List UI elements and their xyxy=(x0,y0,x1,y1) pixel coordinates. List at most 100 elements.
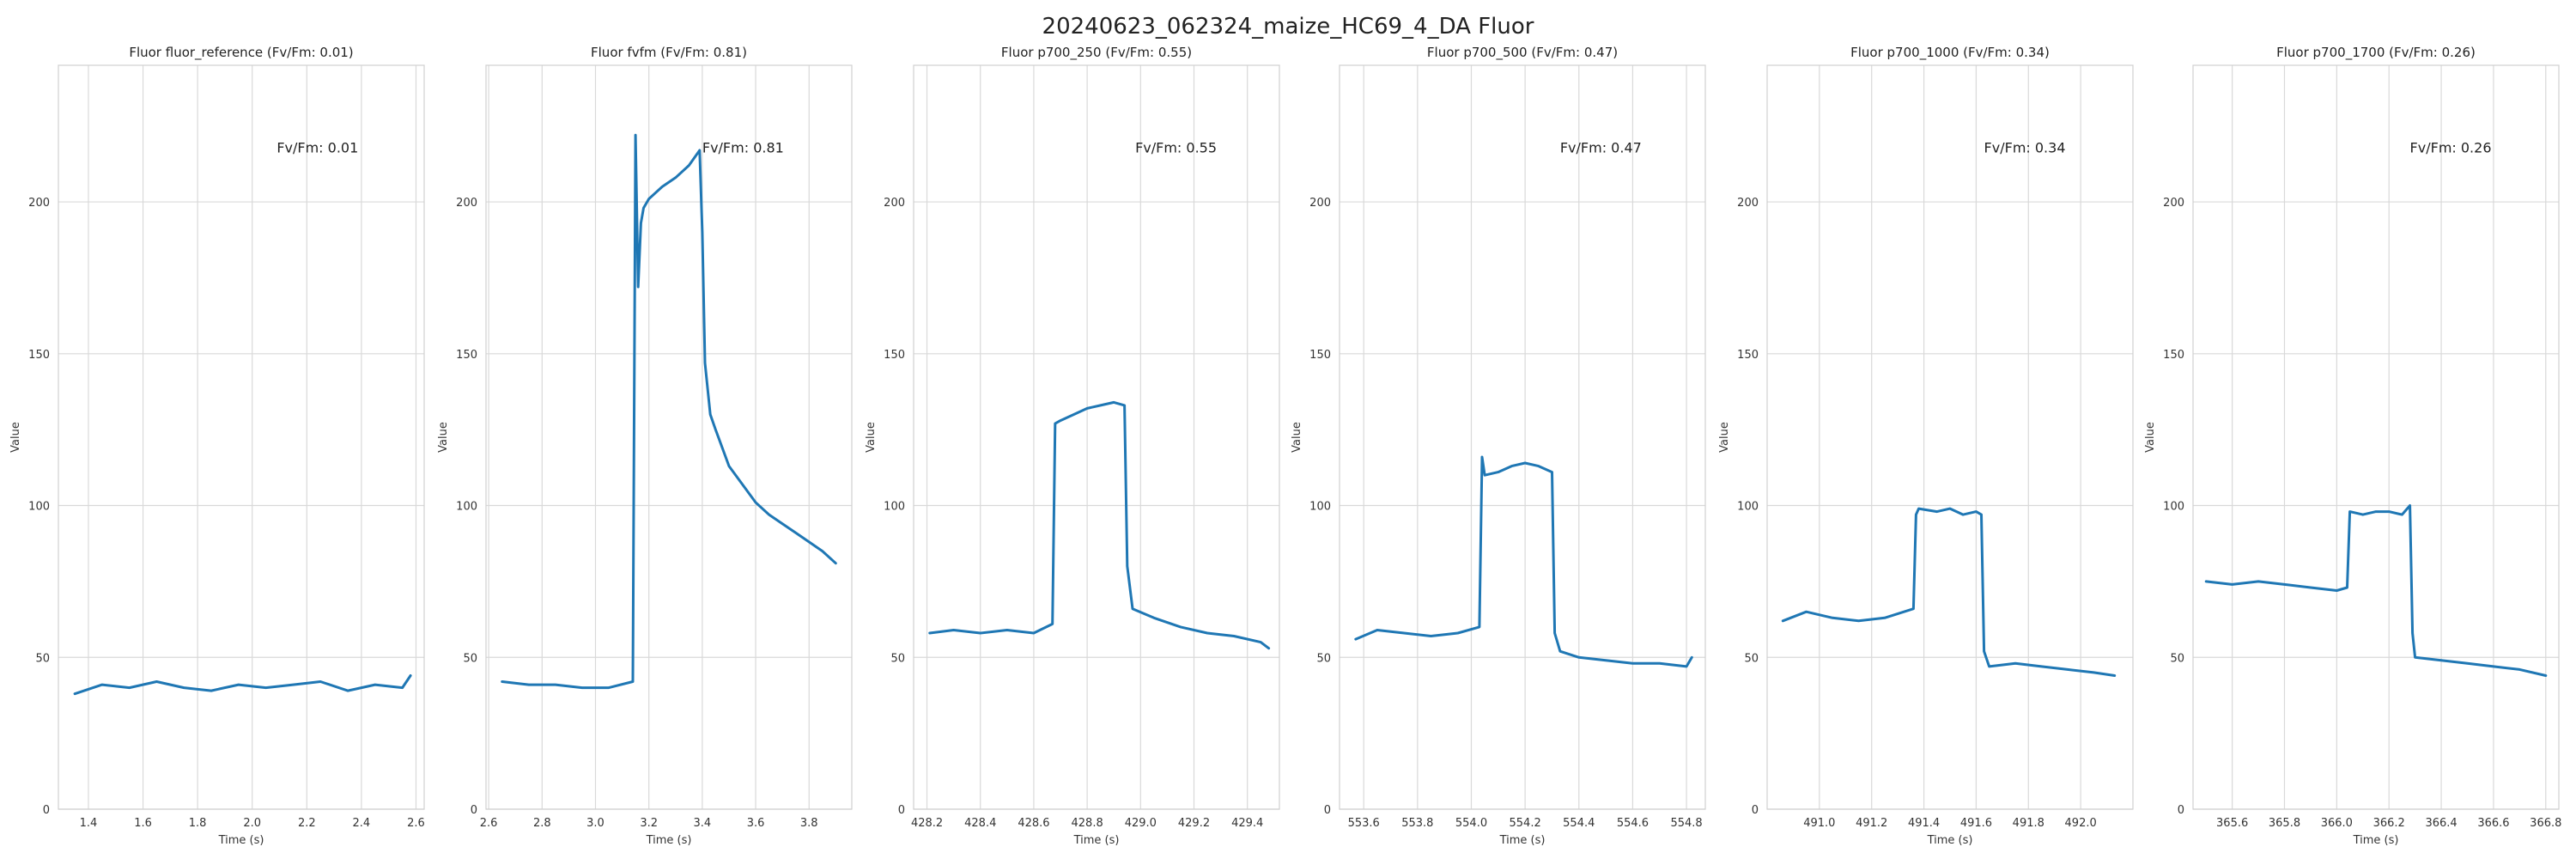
x-axis-label: Time (s) xyxy=(646,834,692,847)
plot-frame xyxy=(913,64,1280,810)
x-tick-label: 366.4 xyxy=(2425,817,2457,830)
plot-frame xyxy=(485,64,853,810)
subplot-title: Fluor fluor_reference (Fv/Fm: 0.01) xyxy=(129,45,353,61)
x-tick-label: 3.4 xyxy=(694,817,712,830)
x-tick-label: 429.4 xyxy=(1231,817,1263,830)
y-tick-label: 200 xyxy=(884,197,905,210)
subplot-title: Fluor p700_250 (Fv/Fm: 0.55) xyxy=(1001,45,1192,61)
y-tick-label: 0 xyxy=(43,804,50,817)
series-line xyxy=(928,400,1271,650)
y-tick-label: 0 xyxy=(471,804,477,817)
series-line xyxy=(1781,507,2117,677)
x-tick-label: 491.4 xyxy=(1908,817,1940,830)
y-axis-label: Value xyxy=(2144,422,2157,453)
subplot-title: Fluor p700_1700 (Fv/Fm: 0.26) xyxy=(2276,45,2476,61)
x-tick-label: 365.8 xyxy=(2269,817,2300,830)
x-tick-label: 1.4 xyxy=(80,817,98,830)
figure-title: 20240623_062324_maize_HC69_4_DA Fluor xyxy=(1042,14,1534,40)
x-tick-label: 2.6 xyxy=(407,817,425,830)
x-tick-label: 554.0 xyxy=(1455,817,1487,830)
y-tick-label: 0 xyxy=(1324,804,1331,817)
x-axis-label: Time (s) xyxy=(1499,834,1546,847)
y-tick-label: 0 xyxy=(898,804,905,817)
x-tick-label: 366.2 xyxy=(2373,817,2405,830)
x-tick-label: 2.6 xyxy=(480,817,498,830)
y-tick-label: 50 xyxy=(463,652,477,665)
fvfm-annotation: Fv/Fm: 0.26 xyxy=(2410,139,2492,155)
y-tick-label: 0 xyxy=(2178,804,2184,817)
y-tick-label: 150 xyxy=(1737,349,1759,362)
x-tick-label: 554.6 xyxy=(1617,817,1649,830)
y-tick-label: 200 xyxy=(2163,197,2184,210)
x-tick-label: 554.2 xyxy=(1510,817,1541,830)
x-tick-label: 3.8 xyxy=(800,817,818,830)
x-tick-label: 554.8 xyxy=(1670,817,1702,830)
subplot-3: Fluor p700_250 (Fv/Fm: 0.55) 428.2 428.4 42… xyxy=(865,45,1280,847)
subplot-2: Fluor fvfm (Fv/Fm: 0.81) 2.6 2.8 3.0 3.2 3.4 3… xyxy=(437,45,853,847)
x-tick-label: 2.0 xyxy=(243,817,261,830)
y-axis-label: Value xyxy=(9,422,22,453)
x-axis-label: Time (s) xyxy=(1927,834,1973,847)
y-axis-label: Value xyxy=(1718,422,1731,453)
x-tick-label: 492.0 xyxy=(2065,817,2097,830)
x-tick-label: 365.6 xyxy=(2216,817,2248,830)
x-tick-label: 428.6 xyxy=(1018,817,1049,830)
y-tick-label: 50 xyxy=(890,652,905,665)
subplot-6: Fluor p700_1700 (Fv/Fm: 0.26) 365.6 365.8 3… xyxy=(2144,45,2561,847)
x-tick-label: 553.6 xyxy=(1348,817,1380,830)
y-axis-label: Value xyxy=(1291,422,1303,453)
y-axis-label: Value xyxy=(437,422,450,453)
y-tick-label: 150 xyxy=(28,349,50,362)
plot-frame xyxy=(1339,64,1706,810)
y-tick-label: 100 xyxy=(28,501,50,514)
fvfm-annotation: Fv/Fm: 0.47 xyxy=(1560,139,1642,155)
subplot-title: Fluor fvfm (Fv/Fm: 0.81) xyxy=(591,45,747,60)
y-tick-label: 100 xyxy=(2163,501,2184,514)
y-tick-label: 150 xyxy=(884,349,905,362)
fvfm-annotation: Fv/Fm: 0.34 xyxy=(1984,139,2066,155)
series-line xyxy=(2204,504,2548,677)
y-tick-label: 50 xyxy=(2170,652,2184,665)
y-tick-label: 200 xyxy=(1309,197,1331,210)
y-axis-label: Value xyxy=(865,422,878,453)
y-tick-label: 100 xyxy=(884,501,905,514)
fvfm-annotation: Fv/Fm: 0.55 xyxy=(1135,139,1217,155)
x-tick-label: 428.8 xyxy=(1072,817,1103,830)
x-tick-label: 3.0 xyxy=(586,817,605,830)
y-tick-label: 200 xyxy=(456,197,477,210)
subplot-title: Fluor p700_1000 (Fv/Fm: 0.34) xyxy=(1850,45,2050,61)
subplot-5: Fluor p700_1000 (Fv/Fm: 0.34) 491.0 491.2 4… xyxy=(1718,45,2134,847)
subplot-4: Fluor p700_500 (Fv/Fm: 0.47) 553.6 553.8 55… xyxy=(1291,45,1706,847)
series-line xyxy=(501,133,837,690)
y-tick-label: 0 xyxy=(1752,804,1759,817)
plot-frame xyxy=(58,64,425,810)
y-tick-label: 100 xyxy=(1309,501,1331,514)
y-tick-label: 100 xyxy=(456,501,477,514)
x-tick-label: 491.8 xyxy=(2013,817,2044,830)
y-tick-label: 200 xyxy=(1737,197,1759,210)
x-axis-label: Time (s) xyxy=(2353,834,2399,847)
x-tick-label: 3.6 xyxy=(747,817,765,830)
x-tick-label: 491.0 xyxy=(1803,817,1835,830)
x-tick-label: 491.6 xyxy=(1960,817,1992,830)
fvfm-annotation: Fv/Fm: 0.01 xyxy=(276,139,358,155)
x-axis-label: Time (s) xyxy=(218,834,264,847)
x-tick-label: 1.8 xyxy=(189,817,207,830)
x-tick-label: 553.8 xyxy=(1401,817,1433,830)
plot-frame xyxy=(1766,64,2134,810)
x-tick-label: 3.2 xyxy=(640,817,658,830)
plot-frame xyxy=(2192,64,2560,810)
series-line xyxy=(73,674,412,696)
x-tick-label: 366.6 xyxy=(2477,817,2509,830)
x-tick-label: 2.4 xyxy=(353,817,371,830)
x-tick-label: 428.4 xyxy=(964,817,996,830)
x-tick-label: 428.2 xyxy=(911,817,943,830)
x-axis-label: Time (s) xyxy=(1073,834,1120,847)
x-tick-label: 429.2 xyxy=(1178,817,1210,830)
series-line xyxy=(1354,455,1693,668)
x-tick-label: 554.4 xyxy=(1563,817,1595,830)
y-tick-label: 150 xyxy=(2163,349,2184,362)
y-tick-label: 50 xyxy=(1744,652,1759,665)
x-tick-label: 366.8 xyxy=(2530,817,2561,830)
